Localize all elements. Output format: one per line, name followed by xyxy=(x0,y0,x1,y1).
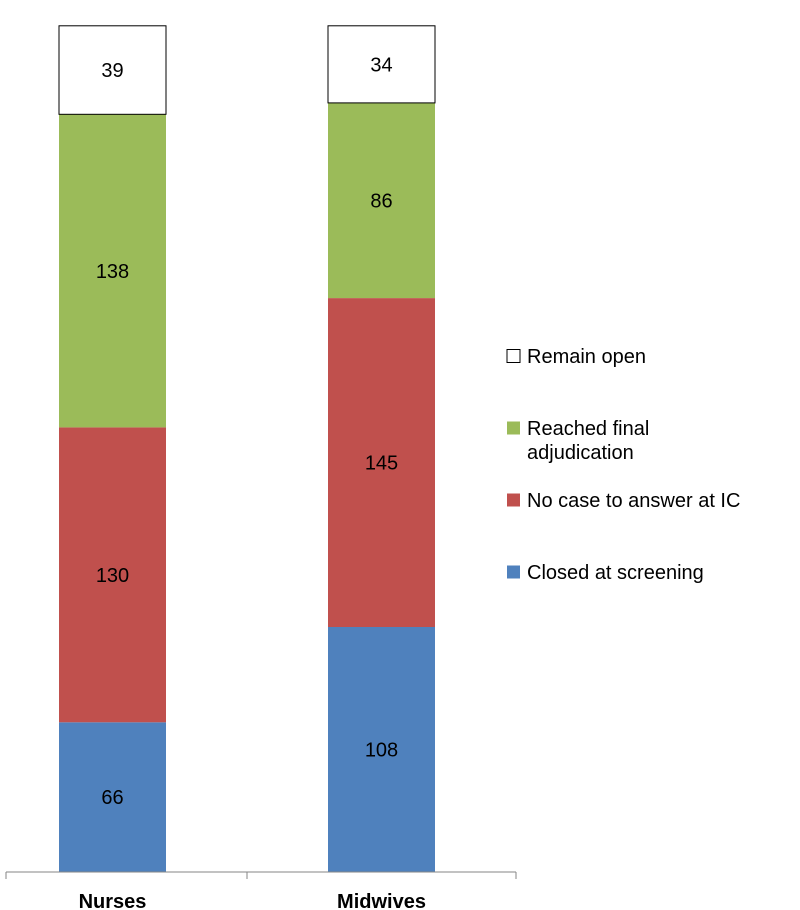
data-label-nurses-reached-final-adjudication: 138 xyxy=(96,261,129,283)
legend-label-no-case-to-answer-at-ic: No case to answer at IC xyxy=(527,490,740,512)
bar-segment-midwives-closed-at-screening xyxy=(328,627,435,872)
legend-item-no-case-to-answer-at-ic: No case to answer at IC xyxy=(507,490,740,512)
legend-item-remain-open: Remain open xyxy=(506,346,646,368)
category-labels-group: Nurses Midwives xyxy=(79,891,426,910)
data-label-midwives-remain-open: 34 xyxy=(370,54,392,76)
legend-swatch-remain-open xyxy=(506,349,521,363)
x-axis xyxy=(5,871,517,879)
legend-item-closed-at-screening: Closed at screening xyxy=(507,562,704,584)
bar-segment-midwives-reached-final-adjudication xyxy=(328,103,435,299)
legend-label-reached-final-adjudication: adjudication xyxy=(527,442,634,464)
data-label-nurses-closed-at-screening: 66 xyxy=(101,787,123,809)
legend-label-closed-at-screening: Closed at screening xyxy=(527,562,704,584)
data-label-midwives-closed-at-screening: 108 xyxy=(365,740,398,762)
category-label-midwives: Midwives xyxy=(337,891,426,910)
legend-swatch-reached-final-adjudication xyxy=(507,421,520,435)
legend-swatch-no-case-to-answer-at-ic xyxy=(507,493,520,507)
bar-segment-nurses-remain-open xyxy=(58,25,167,115)
data-label-midwives-reached-final-adjudication: 86 xyxy=(370,191,392,213)
legend-swatch-closed-at-screening xyxy=(507,565,520,579)
segment-labels-group: 66 130 138 39 108 145 86 34 xyxy=(96,54,398,809)
legend-label-remain-open: Remain open xyxy=(527,346,646,368)
category-label-nurses: Nurses xyxy=(79,891,147,910)
legend-label-reached-final-adjudication: Reached final xyxy=(527,418,649,440)
bar-segment-nurses-closed-at-screening xyxy=(59,722,166,872)
bar-segment-nurses-no-case-to-answer-at-ic xyxy=(59,427,166,723)
bar-segment-midwives-no-case-to-answer-at-ic xyxy=(328,298,435,627)
data-label-midwives-no-case-to-answer-at-ic: 145 xyxy=(365,453,398,475)
data-label-nurses-no-case-to-answer-at-ic: 130 xyxy=(96,565,129,587)
data-label-nurses-remain-open: 39 xyxy=(101,60,123,82)
bar-segment-midwives-remain-open xyxy=(327,25,436,104)
bar-segment-nurses-reached-final-adjudication xyxy=(59,114,166,428)
bars-group xyxy=(58,25,436,872)
